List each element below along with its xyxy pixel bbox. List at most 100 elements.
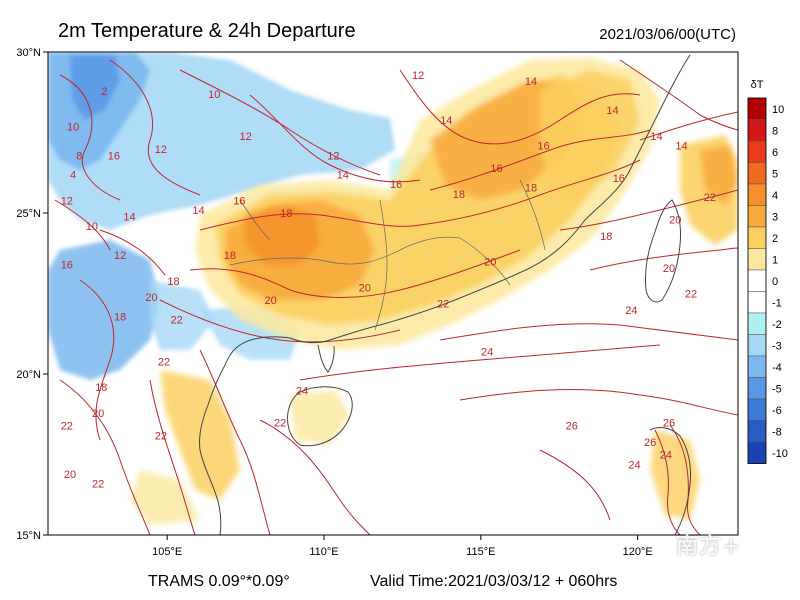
contour-line: [159, 299, 401, 343]
svg-text:18: 18: [453, 189, 465, 201]
colorbar-swatch: [747, 355, 767, 378]
svg-text:16: 16: [490, 163, 502, 175]
svg-text:20: 20: [265, 295, 277, 307]
colorbar-label: 8: [772, 125, 778, 137]
contour-line: [249, 94, 421, 183]
watermark-logo: 南方+: [676, 534, 742, 559]
contour-line: [589, 247, 738, 271]
contour-label: 26: [663, 418, 675, 430]
svg-text:20: 20: [669, 215, 681, 227]
contour-label: 16: [233, 195, 245, 207]
contour-label: 20: [145, 292, 157, 304]
colorbar-label: -1: [772, 297, 782, 309]
contour-label: 14: [650, 131, 662, 143]
colorbar-swatch: [747, 248, 767, 271]
contour-label: 24: [625, 305, 637, 317]
lat-tick-label: 30°N: [16, 47, 41, 59]
svg-text:4: 4: [70, 170, 76, 182]
colorbar-label: 2: [772, 233, 778, 245]
svg-text:16: 16: [390, 179, 402, 191]
contour-label: 22: [437, 298, 449, 310]
warm-anomaly-fujian: [540, 70, 640, 200]
svg-text:24: 24: [625, 305, 637, 317]
contour-label: 20: [669, 215, 681, 227]
contour-line: [429, 129, 651, 191]
warm-anomaly-hainan: [290, 390, 350, 445]
contour-label: 14: [675, 141, 687, 153]
colorbar-swatch: [747, 334, 767, 357]
svg-text:16: 16: [233, 195, 245, 207]
svg-text:14: 14: [192, 205, 204, 217]
contour-line: [54, 199, 111, 251]
svg-text:16: 16: [108, 150, 120, 162]
contour-label: 14: [606, 105, 618, 117]
svg-text:22: 22: [170, 314, 182, 326]
colorbar-swatch: [747, 441, 767, 464]
contour-label: 12: [412, 70, 424, 82]
province-border: [519, 179, 546, 251]
contour-label: 10: [67, 121, 79, 133]
contour-label: 16: [61, 260, 73, 272]
colorbar-label: -2: [772, 319, 782, 331]
contour-line: [439, 323, 738, 341]
contour-label: 18: [600, 231, 612, 243]
svg-text:14: 14: [337, 170, 349, 182]
lon-tick-label: 115°E: [466, 546, 495, 558]
contour-label: 12: [327, 150, 339, 162]
valid-time-label: Valid Time:2021/03/03/12 + 060hrs: [370, 573, 618, 590]
contour-label: 4: [70, 170, 76, 182]
contour-label: 22: [274, 418, 286, 430]
cold-anomaly-northwest-deep: [70, 55, 120, 120]
svg-text:10: 10: [67, 121, 79, 133]
contour-line: [59, 74, 121, 201]
svg-text:16: 16: [613, 173, 625, 185]
contour-label: 14: [123, 211, 135, 223]
colorbar-swatch: [747, 140, 767, 163]
province-border: [229, 236, 461, 266]
hainan-island: [287, 386, 353, 447]
lon-tick-label: 120°E: [623, 546, 653, 558]
lon-tick-label: 110°E: [309, 546, 338, 558]
colorbar-swatch: [747, 398, 767, 421]
svg-text:24: 24: [660, 450, 672, 462]
contour-label: 16: [613, 173, 625, 185]
contour-line: [99, 229, 166, 276]
svg-text:20: 20: [359, 282, 371, 294]
svg-text:14: 14: [123, 211, 135, 223]
contour-label: 14: [440, 115, 452, 127]
colorbar-label: -8: [772, 426, 782, 438]
contour-label: 18: [525, 182, 537, 194]
svg-text:22: 22: [704, 192, 716, 204]
forecast-timestamp: 2021/03/06/00(UTC): [599, 26, 736, 43]
province-border: [459, 237, 511, 286]
map-plot-area: 12 10 12 12 14 16 14 12 14 16 14 14 16 18 18 16 18 16 18 18…: [48, 52, 738, 535]
contour-label: 20: [359, 282, 371, 294]
svg-text:18: 18: [224, 250, 236, 262]
colorbar-label: -10: [772, 448, 788, 460]
contour-label: 22: [61, 421, 73, 433]
contour-label: 18: [114, 311, 126, 323]
colorbar-label: 4: [772, 190, 778, 202]
contour-label: 18: [453, 189, 465, 201]
colorbar-swatch: [747, 269, 767, 292]
contour-label: 12: [114, 250, 126, 262]
contour-label: 20: [64, 469, 76, 481]
contour-label: 18: [280, 208, 292, 220]
vietnam-coast: [199, 364, 226, 535]
svg-text:22: 22: [155, 430, 167, 442]
svg-text:14: 14: [440, 115, 452, 127]
cold-anomaly-shading: [48, 52, 440, 380]
contour-line: [559, 189, 738, 231]
svg-text:16: 16: [537, 141, 549, 153]
svg-text:12: 12: [412, 70, 424, 82]
luzon-coast: [649, 427, 691, 535]
china-coastline: [224, 54, 691, 366]
svg-text:20: 20: [145, 292, 157, 304]
svg-text:26: 26: [644, 437, 656, 449]
colorbar-swatch: [747, 119, 767, 142]
svg-text:18: 18: [167, 276, 179, 288]
contour-label: 10: [208, 89, 220, 101]
colorbar-label: 5: [772, 168, 778, 180]
svg-text:14: 14: [675, 141, 687, 153]
svg-text:22: 22: [158, 356, 170, 368]
